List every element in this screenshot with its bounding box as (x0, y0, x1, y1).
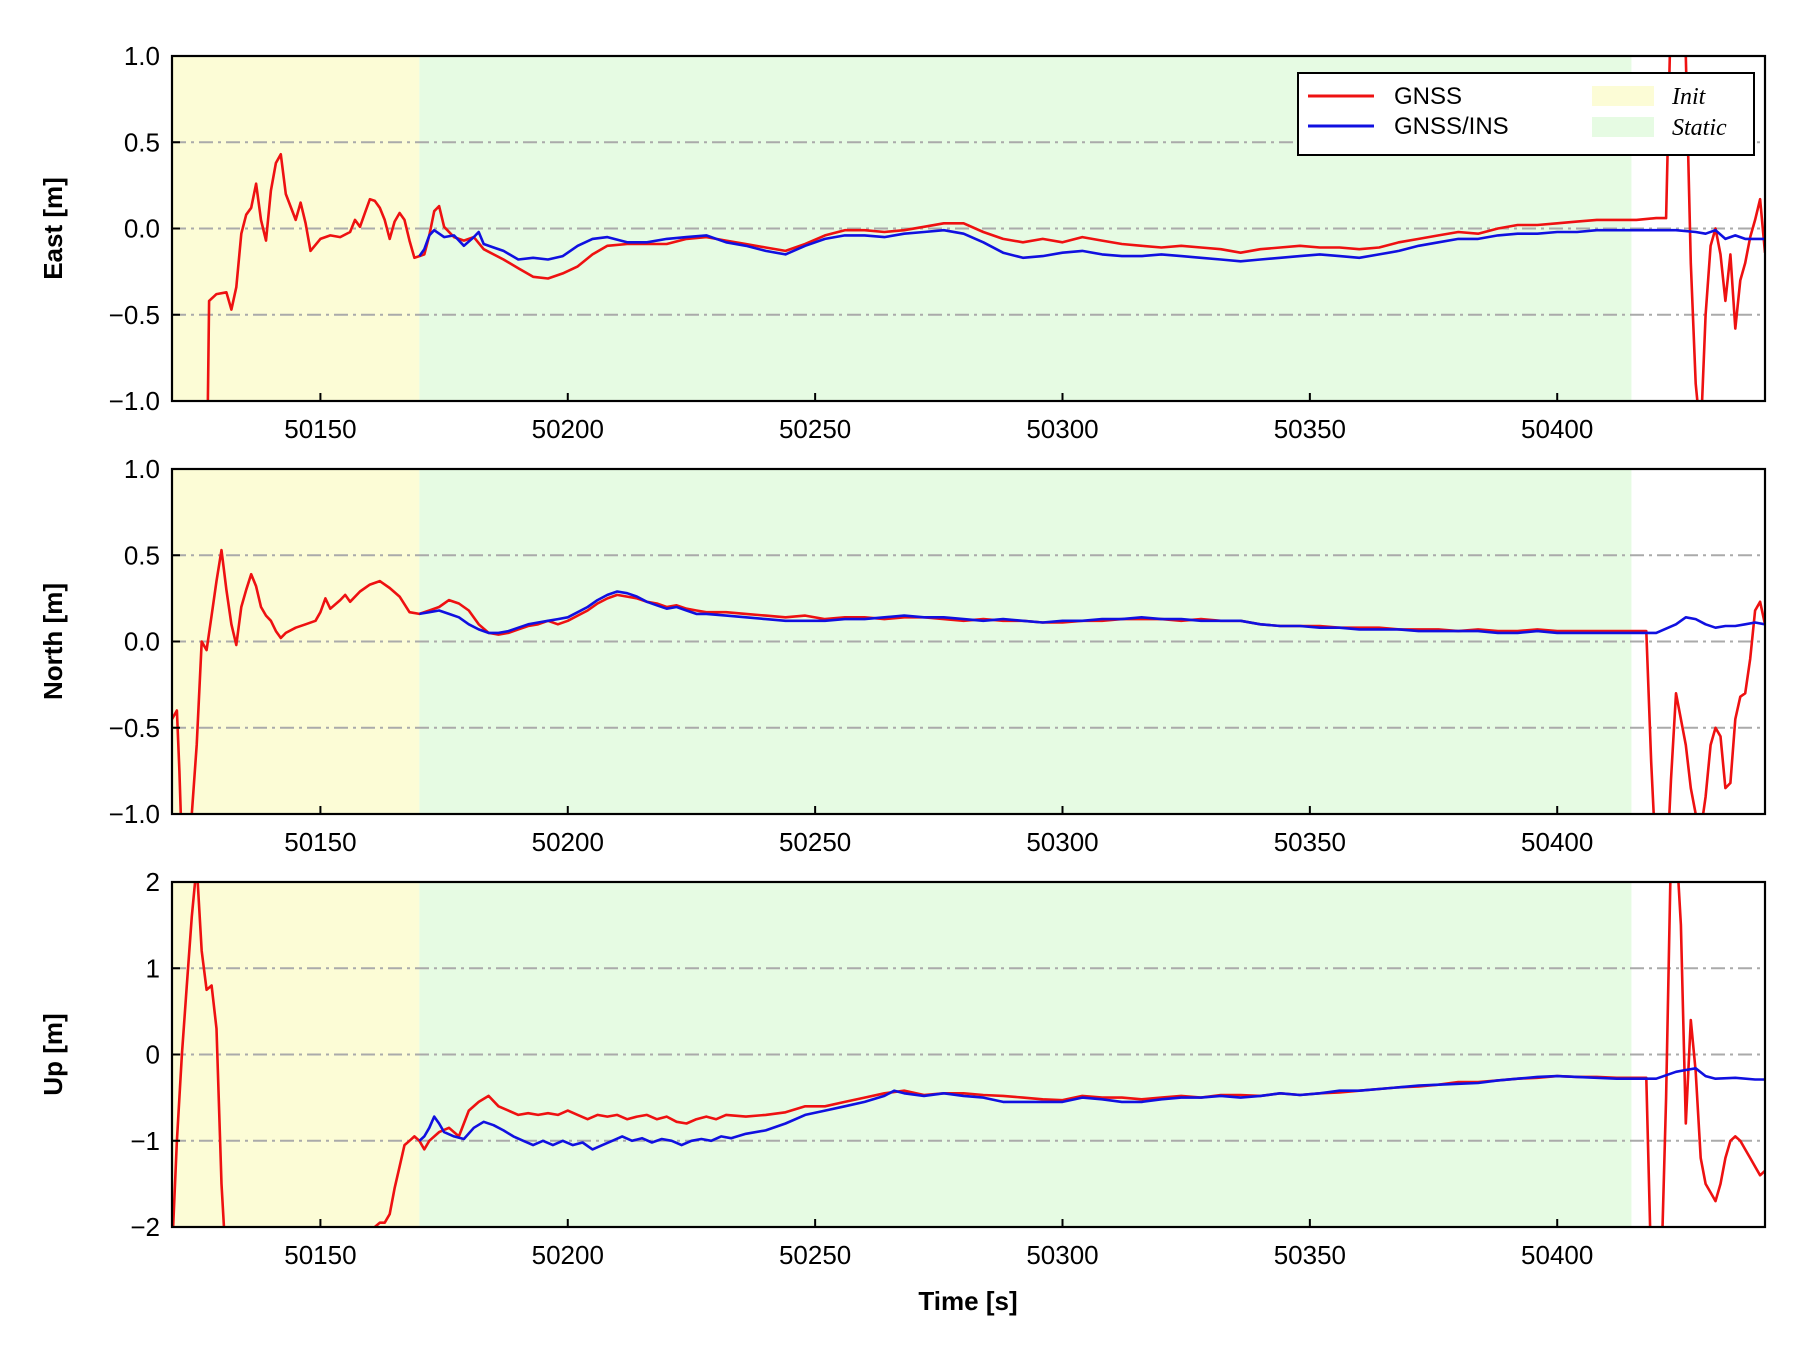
legend-label-gnss: GNSS (1394, 83, 1462, 110)
north-y-tick-label: 0.0 (124, 627, 160, 657)
east-x-tick-label: 50350 (1274, 414, 1346, 444)
north-x-tick-label: 50200 (532, 827, 604, 857)
east-series-gnss (206, 56, 1765, 401)
subplot-north: −1.0 −0.5 0.0 0.5 1.0 50150 50200 50250 50300 503… (38, 454, 1767, 857)
north-region-static (419, 469, 1632, 814)
up-series-gnss-ins (418, 1067, 1765, 1151)
east-x-tick-label: 50150 (284, 414, 356, 444)
up-x-tick-label: 50400 (1521, 1240, 1593, 1270)
up-y-axis-label: Up [m] (38, 1013, 68, 1095)
north-y-axis-label: North [m] (38, 583, 68, 700)
east-x-tick-label: 50200 (532, 414, 604, 444)
north-series-group (172, 548, 1765, 814)
east-y-tick-label: 1.0 (124, 41, 160, 71)
east-y-axis-label: East [m] (38, 177, 68, 280)
up-y-tick-label: 2 (146, 867, 160, 897)
up-x-tick-label: 50350 (1274, 1240, 1346, 1270)
east-x-tick-label: 50300 (1026, 414, 1098, 444)
east-x-tick-label: 50400 (1521, 414, 1593, 444)
legend-label-init: Init (1671, 84, 1707, 110)
north-y-tick-label: −1.0 (109, 799, 160, 829)
north-x-tick-label: 50250 (779, 827, 851, 857)
up-x-tick-label: 50300 (1026, 1240, 1098, 1270)
up-y-tick-label: −1 (130, 1126, 160, 1156)
east-x-tick-label: 50250 (779, 414, 851, 444)
east-region-init (172, 56, 420, 401)
x-axis-label: Time [s] (918, 1286, 1017, 1316)
up-x-tick-label: 50250 (779, 1240, 851, 1270)
legend-box (1297, 72, 1755, 156)
legend-patch-init (1592, 86, 1654, 106)
up-x-tick-label: 50200 (532, 1240, 604, 1270)
east-y-tick-label: −1.0 (109, 386, 160, 416)
legend-label-static: Static (1672, 115, 1727, 141)
east-series-group (206, 56, 1765, 401)
north-series-gnss (172, 548, 1765, 814)
north-y-tick-label: 1.0 (124, 454, 160, 484)
up-region-init (172, 882, 420, 1227)
north-y-tick-label: 0.5 (124, 540, 160, 570)
up-y-tick-label: 0 (146, 1040, 160, 1070)
up-series-gnss (172, 882, 1765, 1227)
up-y-tick-label: −2 (130, 1212, 160, 1242)
east-y-tick-label: 0.0 (124, 214, 160, 244)
north-x-tick-label: 50350 (1274, 827, 1346, 857)
up-x-tick-label: 50150 (284, 1240, 356, 1270)
north-x-tick-label: 50150 (284, 827, 356, 857)
subplot-up: −2 −1 0 1 2 50150 50200 50250 50300 50350 50400 Up … (38, 867, 1767, 1270)
legend-label-gnss-ins: GNSS/INS (1394, 113, 1509, 140)
legend: GNSS GNSS/INS Init Static (1297, 72, 1755, 156)
up-series-group (172, 882, 1765, 1227)
east-y-tick-label: −0.5 (109, 300, 160, 330)
north-x-tick-label: 50300 (1026, 827, 1098, 857)
north-x-tick-label: 50400 (1521, 827, 1593, 857)
north-region-init (172, 469, 420, 814)
east-series-gnss-ins (418, 228, 1765, 263)
east-y-tick-label: 0.5 (124, 127, 160, 157)
up-region-static (419, 882, 1632, 1227)
up-y-tick-label: 1 (146, 953, 160, 983)
legend-patch-static (1592, 117, 1654, 137)
north-series-gnss-ins (419, 590, 1765, 635)
north-y-tick-label: −0.5 (109, 713, 160, 743)
